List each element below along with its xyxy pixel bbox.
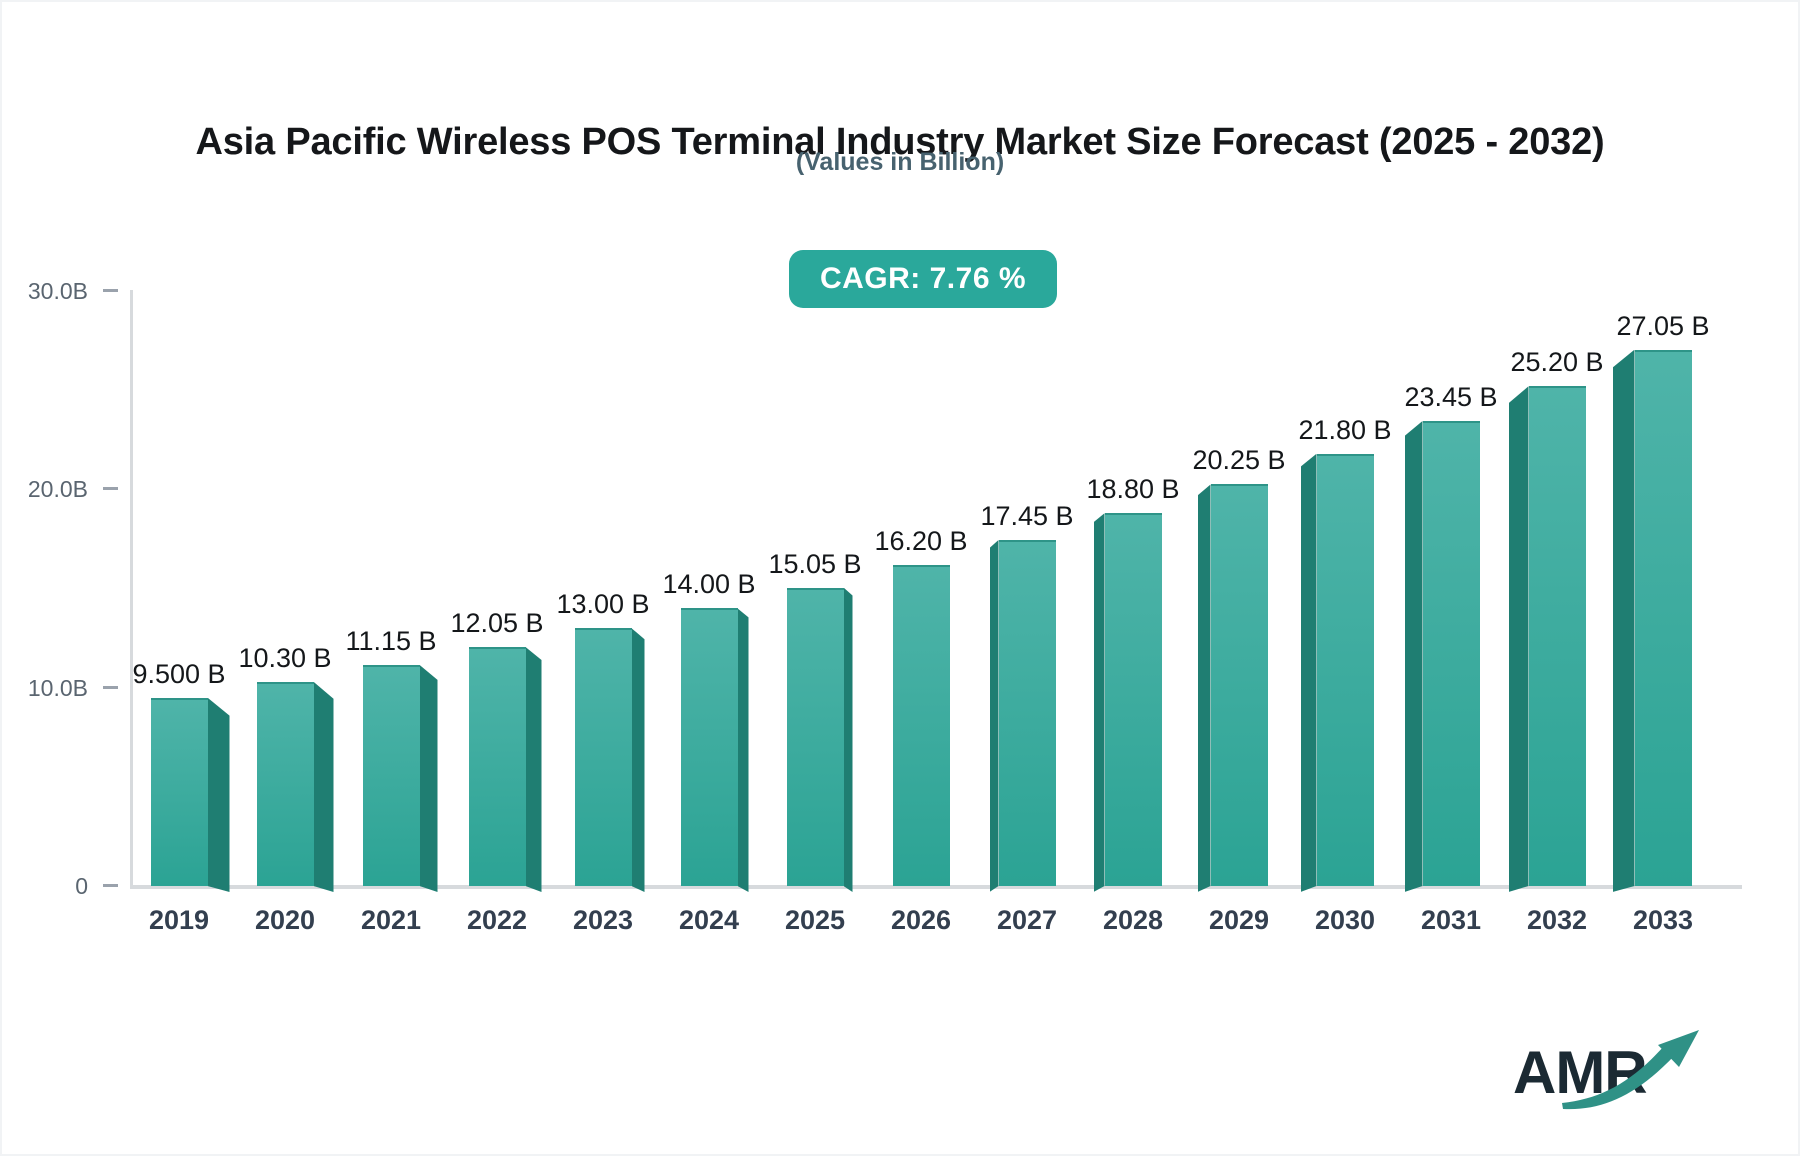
bar-side-face xyxy=(631,628,645,892)
bar-2031 xyxy=(1422,420,1480,886)
x-axis-label: 2019 xyxy=(148,905,210,935)
amr-logo-arrowhead-icon xyxy=(1658,1030,1699,1067)
bar-value-label: 12.05 B xyxy=(450,608,544,639)
y-axis-tick xyxy=(103,289,118,293)
x-axis-label: 2022 xyxy=(466,905,528,935)
bar-2023 xyxy=(574,628,632,886)
x-axis-label: 2020 xyxy=(254,905,316,935)
bar-side-face xyxy=(1612,349,1635,892)
bar-side-face xyxy=(737,608,749,892)
x-axis-label: 2032 xyxy=(1526,905,1588,935)
bar-2025 xyxy=(786,587,844,886)
x-axis-label: 2030 xyxy=(1314,905,1376,935)
amr-logo-text: AMR xyxy=(1513,1039,1647,1106)
x-axis-label: 2028 xyxy=(1102,905,1164,935)
bar-side-face xyxy=(989,539,999,892)
bar-2030 xyxy=(1316,453,1374,886)
y-axis-label: 30.0B xyxy=(27,278,88,305)
y-axis-tick xyxy=(103,685,118,689)
bar-2033 xyxy=(1634,349,1692,886)
bar-2029 xyxy=(1210,484,1268,886)
y-axis-label: 20.0B xyxy=(27,476,88,503)
bar-value-label: 18.80 B xyxy=(1086,474,1180,505)
amr-logo: AMR xyxy=(1505,1015,1725,1125)
amr-logo-graphic: AMR xyxy=(1513,1030,1699,1110)
y-axis-line xyxy=(130,290,133,888)
bar-side-face xyxy=(1404,420,1423,892)
bar-value-label: 23.45 B xyxy=(1404,381,1498,412)
x-axis-label: 2024 xyxy=(678,905,740,935)
bar-2021 xyxy=(362,664,420,886)
y-axis-label: 0 xyxy=(75,873,88,899)
x-axis-label: 2033 xyxy=(1632,905,1694,935)
bar-2027 xyxy=(998,539,1056,886)
bar-value-label: 9.500 B xyxy=(132,658,226,689)
bar-value-label: 14.00 B xyxy=(662,569,756,600)
bar-value-label: 25.20 B xyxy=(1510,347,1604,378)
bar-value-label: 13.00 B xyxy=(556,589,650,620)
bar-value-label: 11.15 B xyxy=(345,625,437,656)
x-axis-label: 2025 xyxy=(784,905,846,935)
bar-value-label: 17.45 B xyxy=(980,500,1074,531)
bar-2019 xyxy=(150,697,208,886)
bar-side-face xyxy=(1093,513,1105,892)
x-axis-label: 2026 xyxy=(890,905,952,935)
cagr-badge: CAGR: 7.76 % xyxy=(789,250,1057,308)
bar-side-face xyxy=(843,587,853,892)
bar-2032 xyxy=(1528,386,1586,886)
bar-value-label: 27.05 B xyxy=(1616,310,1710,341)
bar-side-face xyxy=(207,697,230,892)
x-axis-label: 2021 xyxy=(360,905,422,935)
bar-side-face xyxy=(313,681,334,892)
bar-side-face xyxy=(1508,386,1529,892)
bar-value-label: 21.80 B xyxy=(1298,414,1392,445)
bar-2028 xyxy=(1104,513,1162,886)
chart-subtitle: (Values in Billion) xyxy=(795,148,1005,176)
chart-title: Asia Pacific Wireless POS Terminal Indus… xyxy=(195,121,1605,164)
y-axis-label: 10.0B xyxy=(27,674,88,701)
x-axis-baseline xyxy=(130,885,1742,889)
bar-2024 xyxy=(680,608,738,886)
y-axis-tick xyxy=(103,884,118,887)
amr-logo-arrow-icon xyxy=(1562,1046,1675,1110)
x-axis-label: 2031 xyxy=(1420,905,1482,935)
x-axis-label: 2023 xyxy=(572,905,634,935)
x-axis-label: 2029 xyxy=(1208,905,1270,935)
bar-2020 xyxy=(256,681,314,886)
y-axis-tick xyxy=(103,487,118,491)
bar-value-label: 10.30 B xyxy=(238,642,332,673)
x-axis-label: 2027 xyxy=(996,905,1058,935)
bar-value-label: 20.25 B xyxy=(1192,445,1286,476)
bar-side-face xyxy=(1197,484,1211,892)
bar-2026 xyxy=(892,564,950,886)
bar-side-face xyxy=(419,664,438,892)
bar-2022 xyxy=(468,647,526,886)
bar-side-face xyxy=(525,647,542,892)
bar-value-label: 15.05 B xyxy=(768,548,862,579)
bar-value-label: 16.20 B xyxy=(874,525,968,556)
bar-side-face xyxy=(1300,453,1317,892)
